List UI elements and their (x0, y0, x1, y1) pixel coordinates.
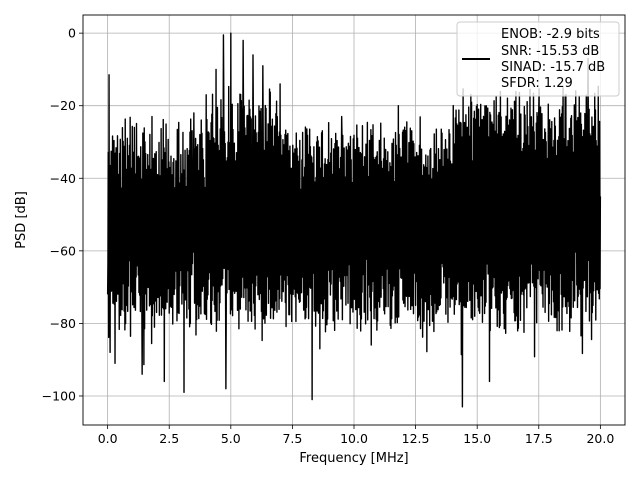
legend-entry-enob: ENOB: -2.9 bits (501, 27, 600, 42)
x-tick-label: 2.5 (159, 431, 179, 446)
legend-entry-sfdr: SFDR: 1.29 (501, 76, 573, 91)
y-tick-label: −40 (50, 171, 76, 186)
legend-entry-sinad: SINAD: -15.7 dB (501, 60, 605, 75)
x-tick-label: 17.5 (525, 431, 553, 446)
x-tick-label: 10.0 (340, 431, 368, 446)
y-tick-label: 0 (68, 26, 76, 41)
ticks: 0.0 2.5 5.0 7.5 10.0 12.5 15.0 17.5 20.0 0 −20 −40 −… (42, 26, 615, 446)
x-tick-label: 20.0 (586, 431, 614, 446)
legend-entry-snr: SNR: -15.53 dB (501, 44, 599, 59)
y-tick-label: −80 (50, 316, 76, 331)
series-layer (106, 32, 602, 408)
y-axis-label: PSD [dB] (14, 191, 29, 249)
psd-series-line (106, 32, 602, 408)
legend-box (456, 21, 620, 97)
y-tick-label: −20 (50, 98, 76, 113)
x-tick-label: 5.0 (221, 431, 241, 446)
y-tick-label: −60 (50, 243, 76, 258)
legend: ENOB: -2.9 bits SNR: -15.53 dB SINAD: -1… (456, 21, 620, 97)
x-tick-label: 0.0 (98, 431, 118, 446)
x-tick-label: 12.5 (402, 431, 430, 446)
x-tick-label: 7.5 (282, 431, 302, 446)
x-axis-label: Frequency [MHz] (299, 451, 408, 466)
x-tick-label: 15.0 (463, 431, 491, 446)
y-tick-label: −100 (42, 388, 76, 403)
